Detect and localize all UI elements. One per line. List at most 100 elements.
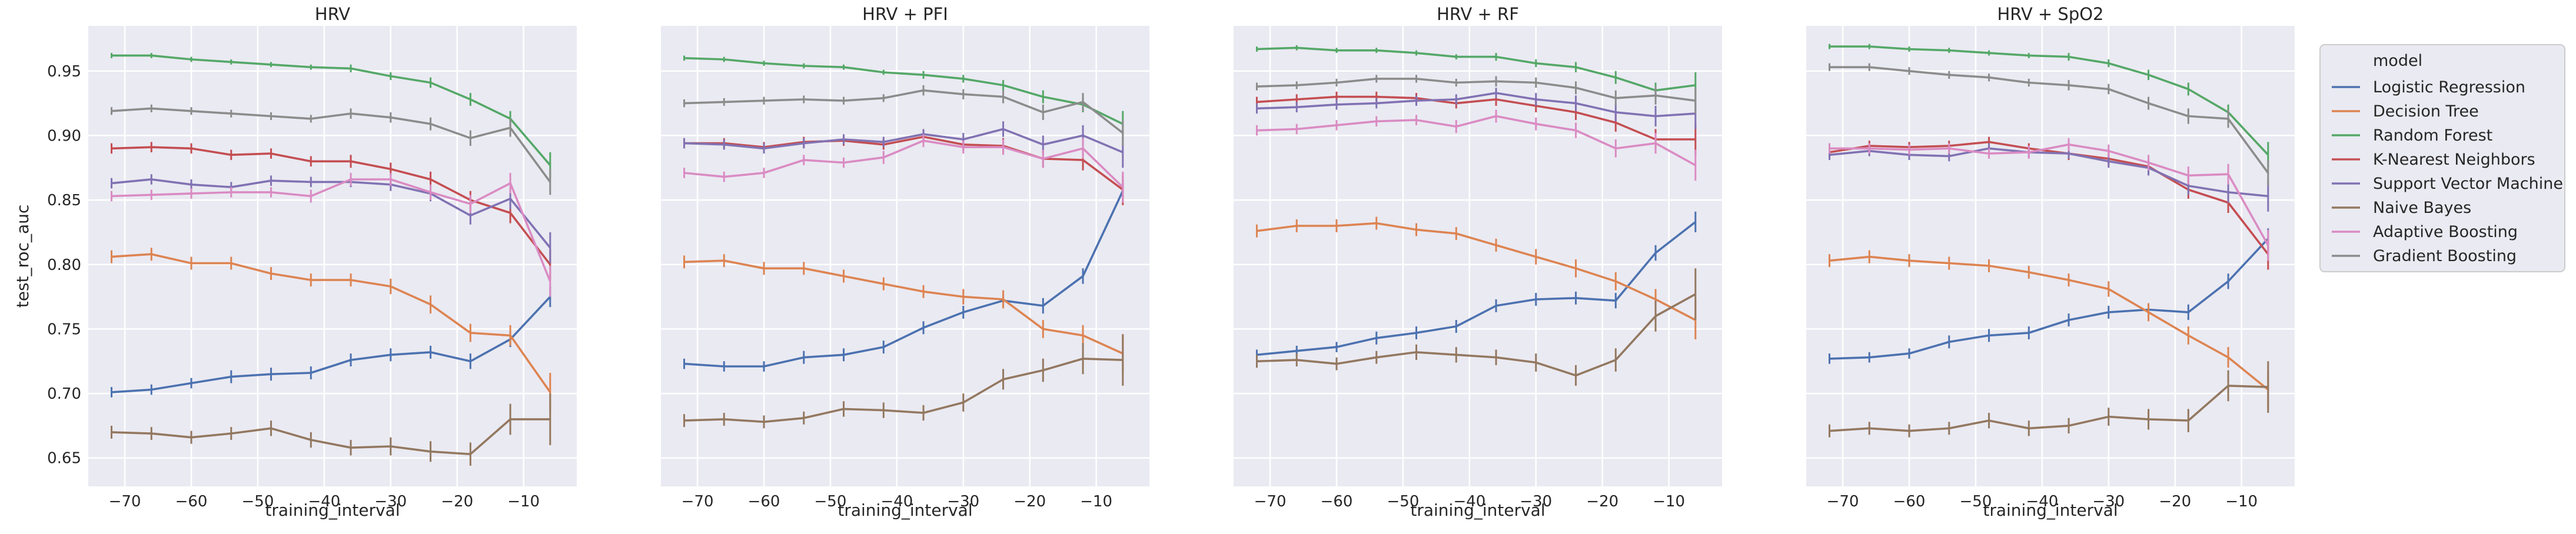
- series-line: [111, 107, 551, 183]
- panel-title: HRV + RF: [1437, 4, 1519, 24]
- series-line: [1257, 46, 1696, 92]
- x-tick-label: −40: [308, 493, 340, 510]
- x-tick-label: −20: [2159, 493, 2191, 510]
- series-line: [1257, 222, 1696, 321]
- x-tick-label: −40: [1453, 493, 1485, 510]
- series-line: [1829, 45, 2269, 156]
- series-line: [111, 54, 551, 166]
- series-gradient-boosting: [111, 104, 551, 195]
- x-axis-label: training_interval: [265, 500, 400, 520]
- series-line: [684, 89, 1124, 134]
- series-naive-bayes: [683, 334, 1124, 429]
- series-line: [111, 418, 550, 456]
- panel-hrv-rf: HRV + RF −70 −60 −50 −40 −30 −20 −10 training_in…: [1234, 4, 1722, 520]
- x-tick-label: −30: [1520, 493, 1552, 510]
- x-tick-label: −50: [1387, 493, 1420, 510]
- series-line: [1257, 115, 1696, 166]
- x-tick-label: −60: [1893, 493, 1926, 510]
- x-tick-label: −60: [1321, 493, 1353, 510]
- x-tick-label: −50: [242, 493, 274, 510]
- legend-label-gradient-boosting: Gradient Boosting: [2373, 247, 2517, 265]
- x-tick-label: −10: [507, 493, 540, 510]
- legend-title: model: [2373, 52, 2422, 70]
- series-gradient-boosting: [1256, 75, 1697, 114]
- x-tick-label: −10: [1653, 493, 1685, 510]
- legend-label-adaptive-boosting: Adaptive Boosting: [2373, 223, 2518, 241]
- x-tick-label: −70: [1254, 493, 1287, 510]
- panel-hrv: HRV −70 −60 −50 −40 −30 −20 −10 training_interva…: [13, 4, 577, 520]
- series-gradient-boosting: [1829, 63, 2269, 186]
- y-tick-label: 0.90: [47, 127, 81, 145]
- series-adaptive-boosting: [683, 134, 1124, 203]
- series-line: [1829, 143, 2269, 246]
- series-line: [1829, 66, 2269, 174]
- legend-label-support-vector-machine: Support Vector Machine: [2373, 175, 2563, 193]
- series-line: [684, 259, 1124, 355]
- series-support-vector-machine: [1256, 88, 1697, 129]
- legend-box: [2319, 44, 2565, 272]
- y-tick-label: 0.95: [47, 63, 81, 81]
- x-tick-label: −40: [2026, 493, 2058, 510]
- series-decision-tree: [111, 248, 551, 412]
- y-tick-label: 0.65: [47, 450, 81, 468]
- panels: HRV −70 −60 −50 −40 −30 −20 −10 training_interva…: [13, 4, 2295, 520]
- x-tick-label: −60: [175, 493, 208, 510]
- series-line: [1829, 147, 2268, 198]
- panel-hrv-spo2: HRV + SpO2 −70 −60 −50 −40 −30 −20 −10 training_…: [1806, 4, 2295, 520]
- series-line: [1829, 238, 2269, 360]
- series-line: [111, 296, 551, 393]
- series-line: [684, 128, 1124, 153]
- series-line: [1257, 95, 1696, 141]
- x-tick-label: −70: [682, 493, 714, 510]
- y-tick-label: 0.75: [47, 321, 81, 338]
- series-random-forest: [1256, 45, 1697, 98]
- legend-label-decision-tree: Decision Tree: [2373, 102, 2479, 121]
- x-tick-label: −70: [1827, 493, 1859, 510]
- series-adaptive-boosting: [1829, 138, 2269, 261]
- y-tick-label: 0.80: [47, 256, 81, 274]
- x-tick-label: −70: [109, 493, 141, 510]
- y-tick-label: 0.85: [47, 192, 81, 209]
- series-line: [111, 178, 551, 282]
- series-line: [684, 358, 1123, 423]
- series-naive-bayes: [1829, 361, 2269, 438]
- x-axis-label: training_interval: [1983, 500, 2118, 520]
- plot-area: [1806, 26, 2295, 486]
- panel-title: HRV + SpO2: [1997, 4, 2103, 24]
- panel-title: HRV: [315, 4, 350, 24]
- series-line: [1257, 78, 1696, 102]
- x-tick-label: −20: [441, 493, 473, 510]
- x-tick-label: −40: [880, 493, 913, 510]
- x-tick-label: −50: [815, 493, 847, 510]
- series-line: [1829, 255, 2269, 391]
- legend-label-k-nearest-neighbors: K-Nearest Neighbors: [2373, 151, 2535, 169]
- x-axis-label: training_interval: [1410, 500, 1545, 520]
- series-line: [111, 178, 551, 249]
- x-tick-label: −30: [2092, 493, 2125, 510]
- series-gradient-boosting: [683, 85, 1124, 146]
- plot-area: [1234, 26, 1722, 486]
- legend-label-logistic-regression: Logistic Regression: [2373, 78, 2525, 96]
- series-adaptive-boosting: [1256, 109, 1697, 181]
- series-naive-bayes: [1256, 268, 1697, 386]
- x-tick-label: −20: [1013, 493, 1046, 510]
- series-line: [1829, 141, 2269, 255]
- series-line: [684, 190, 1124, 368]
- series-line: [111, 253, 551, 393]
- x-tick-label: −10: [2225, 493, 2258, 510]
- series-adaptive-boosting: [111, 173, 551, 297]
- series-line: [111, 146, 551, 265]
- panel-hrv-pfi: HRV + PFI −70 −60 −50 −40 −30 −20 −10 training_i…: [661, 4, 1149, 520]
- legend: model Logistic Regression Decision Tree Ran…: [2319, 44, 2565, 272]
- x-tick-label: −10: [1080, 493, 1112, 510]
- x-tick-label: −20: [1586, 493, 1618, 510]
- series-line: [1257, 92, 1696, 118]
- series-line: [684, 139, 1124, 188]
- series-random-forest: [111, 53, 551, 178]
- series-naive-bayes: [111, 393, 551, 466]
- legend-label-naive-bayes: Naive Bayes: [2373, 199, 2471, 217]
- series-line: [684, 57, 1124, 125]
- y-axis-label: test_roc_auc: [13, 205, 32, 308]
- series-line: [684, 135, 1124, 191]
